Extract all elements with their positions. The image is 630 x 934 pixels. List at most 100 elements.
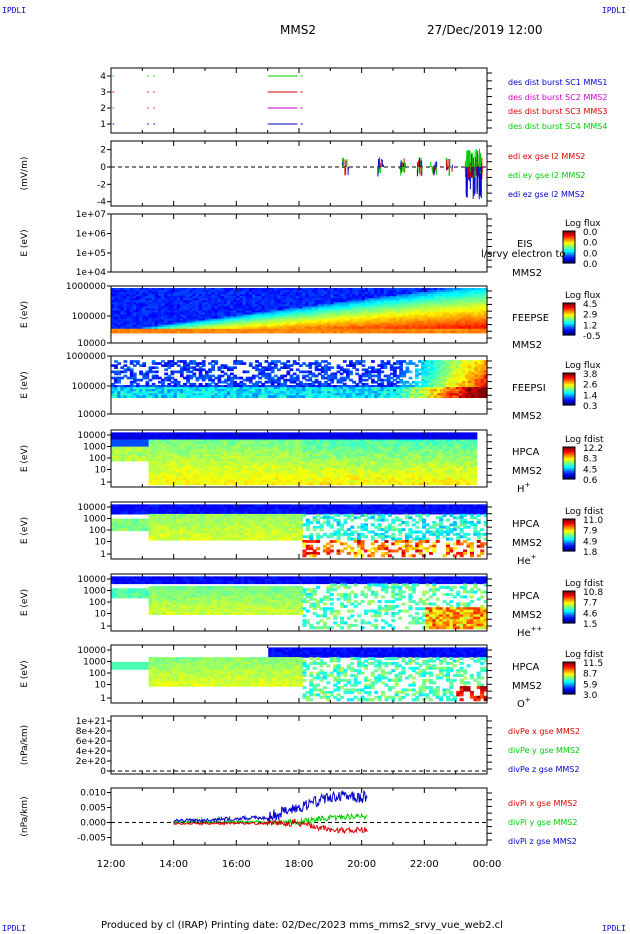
spectrogram-cell xyxy=(226,326,231,330)
spectrogram-cell xyxy=(302,318,306,322)
spectrogram-cell xyxy=(311,308,316,312)
spectrogram-cell xyxy=(120,304,125,307)
spectrogram-cell xyxy=(277,294,281,297)
spectrogram-cell xyxy=(154,302,159,305)
spectrogram-cell xyxy=(123,314,128,318)
spectrogram-cell xyxy=(352,364,356,367)
spectrogram-cell xyxy=(436,380,441,384)
spectrogram-cell xyxy=(173,370,178,374)
spectrogram-cell xyxy=(396,294,400,297)
spectrogram-cell xyxy=(120,298,125,301)
spectrogram-cell xyxy=(217,376,222,380)
spectrogram-cell xyxy=(474,290,479,293)
spectrogram-cell xyxy=(145,302,150,305)
spectrogram-cell xyxy=(111,382,115,386)
spectrogram-cell xyxy=(458,382,463,386)
spectrogram-cell xyxy=(458,326,463,330)
spectrogram-cell xyxy=(139,324,143,328)
spectrogram-cell xyxy=(142,324,147,328)
spectrogram-cell xyxy=(371,312,375,316)
spectrogram-cell xyxy=(198,368,203,372)
spectrogram-cell xyxy=(214,310,219,314)
spectrogram-cell xyxy=(230,302,234,305)
spectrogram-cell xyxy=(299,326,303,330)
spectrogram-cell xyxy=(148,444,153,448)
spectrogram-cell xyxy=(352,308,356,312)
spectrogram-cell xyxy=(402,374,407,378)
spectrogram-cell xyxy=(145,432,150,436)
spectrogram-cell xyxy=(248,387,253,390)
spectrogram-cell xyxy=(386,306,391,309)
spectrogram-cell xyxy=(136,290,140,293)
spectrogram-cell xyxy=(255,308,259,312)
spectrogram-cell xyxy=(136,391,140,394)
spectrogram-cell xyxy=(346,393,350,396)
spectrogram-cell xyxy=(138,441,143,445)
spectrogram-cell xyxy=(465,322,469,326)
spectrogram-cell xyxy=(330,378,335,382)
spectrogram-cell xyxy=(131,444,136,448)
spectrogram-cell xyxy=(280,391,284,394)
spectrogram-cell xyxy=(324,389,328,392)
spectrogram-cell xyxy=(111,456,116,460)
spectrogram-cell xyxy=(396,314,400,318)
spectrogram-cell xyxy=(170,395,175,399)
colorbar-cell xyxy=(563,382,575,385)
spectrogram-cell xyxy=(120,318,125,322)
spectrogram-cell xyxy=(264,389,269,392)
spectrogram-cell xyxy=(289,376,294,380)
spectrogram-cell xyxy=(483,314,488,318)
spectrogram-cell xyxy=(183,300,187,303)
spectrogram-cell xyxy=(440,292,444,295)
spectrogram-cell xyxy=(418,308,422,312)
spectrogram-cell xyxy=(145,395,150,399)
spectrogram-cell xyxy=(302,292,306,295)
spectrogram-cell xyxy=(458,294,463,297)
spectrogram-cell xyxy=(114,456,119,460)
spectrogram-cell xyxy=(239,360,244,363)
spectrogram-cell xyxy=(295,385,300,388)
spectrogram-cell xyxy=(183,318,187,322)
spectrogram-cell xyxy=(151,314,156,318)
spectrogram-cell xyxy=(258,292,262,295)
spectrogram-cell xyxy=(280,366,284,370)
spectrogram-cell xyxy=(264,385,269,388)
spectrogram-cell xyxy=(349,389,353,392)
spectrogram-cell xyxy=(371,387,375,390)
spectrogram-cell xyxy=(176,308,181,312)
spectrogram-cell xyxy=(320,370,325,374)
spectrogram-cell xyxy=(330,310,335,314)
spectrogram-cell xyxy=(327,288,331,291)
spectrogram-cell xyxy=(286,385,291,388)
spectrogram-cell xyxy=(128,456,133,460)
spectrogram-cell xyxy=(273,360,278,363)
spectrogram-cell xyxy=(142,395,147,399)
spectrogram-cell xyxy=(217,395,222,399)
spectrogram-cell xyxy=(223,378,228,382)
spectrogram-cell xyxy=(154,304,159,307)
spectrogram-cell xyxy=(267,368,272,372)
spectrogram-cell xyxy=(339,378,344,382)
spectrogram-cell xyxy=(183,385,187,388)
spectrogram-cell xyxy=(358,316,363,320)
spectrogram-cell xyxy=(480,387,485,390)
spectrogram-cell xyxy=(302,308,306,312)
spectrogram-cell xyxy=(461,292,466,295)
spectrogram-cell xyxy=(386,326,391,330)
spectrogram-cell xyxy=(220,296,225,299)
spectrogram-cell xyxy=(258,302,262,305)
spectrogram-cell xyxy=(305,364,309,367)
spectrogram-cell xyxy=(449,395,454,399)
spectrogram-cell xyxy=(114,302,118,305)
spectrogram-cell xyxy=(158,306,162,309)
spectrogram-cell xyxy=(299,387,303,390)
spectrogram-cell xyxy=(339,318,344,322)
spectrogram-cell xyxy=(167,382,172,386)
spectrogram-cell xyxy=(421,380,425,384)
spectrogram-cell xyxy=(342,318,347,322)
spectrogram-cell xyxy=(483,393,488,396)
spectrogram-cell xyxy=(148,322,153,326)
spectrogram-cell xyxy=(114,446,119,450)
spectrogram-cell xyxy=(192,368,197,372)
spectrogram-cell xyxy=(364,298,369,301)
